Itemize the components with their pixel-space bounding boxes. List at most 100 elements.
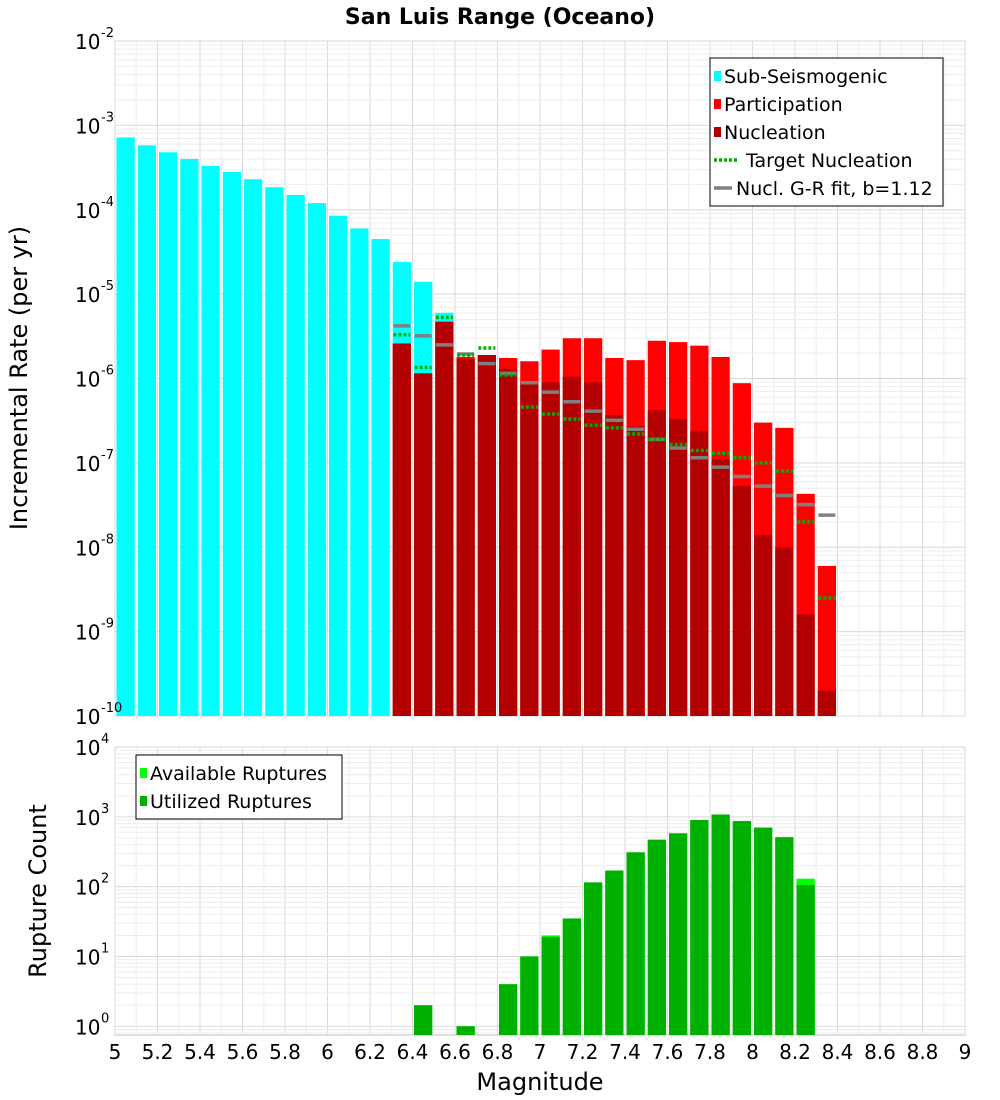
legend-item-sub-seismogenic: Sub-Seismogenic [714, 66, 888, 88]
tick-exponent: -9 [101, 617, 114, 632]
x-tick-label: 6 [321, 1040, 334, 1064]
legend-label: Utilized Ruptures [150, 791, 312, 813]
nucleation-bar [647, 410, 666, 716]
tick-exponent: -5 [101, 279, 114, 294]
x-tick-label: 5.8 [269, 1040, 301, 1064]
rate-y-tick: 10 -8 [75, 532, 114, 560]
tick-exponent: -8 [101, 532, 114, 547]
x-tick-label: 6.2 [354, 1040, 386, 1064]
sub-seismogenic-bar [180, 158, 199, 717]
rate-legend: Sub-Seismogenic Participation Nucleation Ta… [709, 57, 944, 207]
legend-item-target-nucleation: Target Nucleation [714, 150, 913, 172]
count-y-tick: 10 4 [75, 732, 109, 760]
legend-label: Target Nucleation [745, 150, 913, 172]
nucleation-bar [626, 426, 645, 716]
rate-y-tick: 10 -7 [75, 448, 114, 476]
tick-exponent: 4 [101, 732, 109, 747]
count-y-tick: 10 2 [75, 872, 109, 900]
utilized-ruptures-bar [605, 870, 624, 1035]
nucleation-bar [732, 486, 751, 716]
tick-base: 10 [75, 621, 100, 645]
x-tick-label: 8 [746, 1040, 759, 1064]
x-tick-label: 6.4 [397, 1040, 429, 1064]
tick-base: 10 [75, 536, 100, 560]
nucleation-bar [796, 614, 815, 716]
legend-item-nucleation: Nucleation [714, 122, 826, 144]
count-y-tick: 10 0 [75, 1011, 109, 1039]
nucleation-bar [414, 373, 433, 716]
nucleation-bar [456, 359, 475, 716]
nucleation-bar [541, 382, 560, 716]
sub-seismogenic-bar [116, 137, 135, 716]
count-legend: Available Ruptures Utilized Ruptures [135, 754, 343, 820]
nucleation-bar [690, 430, 709, 716]
utilized-ruptures-bar [669, 833, 688, 1035]
utilized-ruptures-bar [711, 814, 730, 1035]
rate-y-tick: 10 -10 [75, 701, 122, 729]
utilized-ruptures-bar [775, 837, 794, 1035]
x-tick-label: 8.8 [907, 1040, 939, 1064]
nucleation-bar [435, 321, 454, 716]
utilized-ruptures-bar [584, 882, 603, 1035]
utilized-ruptures-bar [456, 1026, 475, 1035]
x-tick-label: 6.8 [482, 1040, 514, 1064]
rate-line-marks [393, 315, 836, 600]
utilized-ruptures-bar [414, 1005, 433, 1035]
legend-swatch [714, 127, 721, 137]
tick-base: 10 [75, 30, 100, 54]
nucleation-bar [817, 690, 836, 716]
x-tick-label: 8.2 [779, 1040, 811, 1064]
x-tick-label: 5 [109, 1040, 122, 1064]
tick-base: 10 [75, 1015, 100, 1039]
utilized-ruptures-bar [626, 852, 645, 1035]
utilized-ruptures-bar [562, 918, 581, 1035]
rate-y-axis-title: Incremental Rate (per yr) [5, 226, 33, 530]
legend-item-available-ruptures: Available Ruptures [140, 763, 327, 785]
rate-y-tick: 10 -4 [75, 195, 114, 223]
utilized-ruptures-bar [690, 820, 709, 1035]
utilized-ruptures-bar [541, 936, 560, 1035]
sub-seismogenic-bar [350, 228, 369, 716]
sub-seismogenic-bar [329, 215, 348, 717]
legend-swatch [140, 796, 147, 806]
tick-exponent: -2 [101, 26, 114, 41]
x-tick-label: 8.4 [822, 1040, 854, 1064]
tick-base: 10 [75, 806, 100, 830]
x-tick-label: 7.4 [609, 1040, 641, 1064]
rate-y-tick: 10 -6 [75, 364, 114, 392]
utilized-ruptures-bar [754, 827, 773, 1035]
nucleation-bar [711, 459, 730, 716]
tick-base: 10 [75, 876, 100, 900]
utilized-ruptures-bar [732, 821, 751, 1035]
x-tick-label: 7.2 [567, 1040, 599, 1064]
sub-seismogenic-bar [244, 179, 263, 716]
tick-base: 10 [75, 705, 100, 729]
nucleation-bar [520, 382, 539, 716]
legend-swatch [714, 99, 721, 109]
tick-exponent: -7 [101, 448, 114, 463]
x-tick-label: 7.8 [694, 1040, 726, 1064]
count-bars [414, 814, 815, 1035]
nucleation-bar [605, 414, 624, 716]
rate-legend-frame [709, 57, 944, 207]
x-tick-label: 8.6 [864, 1040, 896, 1064]
x-axis-title: Magnitude [476, 1068, 603, 1096]
sub-seismogenic-bar [201, 166, 220, 717]
legend-label: Nucl. G-R fit, b=1.12 [736, 178, 933, 200]
sub-seismogenic-bar [307, 203, 326, 716]
nucleation-bar [392, 343, 411, 716]
legend-item-participation: Participation [714, 94, 843, 116]
chart-title: San Luis Range (Oceano) [345, 5, 655, 30]
tick-exponent: -3 [101, 110, 114, 125]
tick-base: 10 [75, 114, 100, 138]
x-tick-label: 7.6 [652, 1040, 684, 1064]
nucleation-bar [562, 376, 581, 716]
count-y-tick: 10 3 [75, 802, 109, 830]
sub-seismogenic-bar [159, 152, 178, 716]
rate-y-tick: 10 -3 [75, 110, 114, 138]
tick-base: 10 [75, 199, 100, 223]
tick-exponent: 0 [101, 1011, 109, 1026]
tick-base: 10 [75, 736, 100, 760]
legend-label: Participation [724, 94, 843, 116]
